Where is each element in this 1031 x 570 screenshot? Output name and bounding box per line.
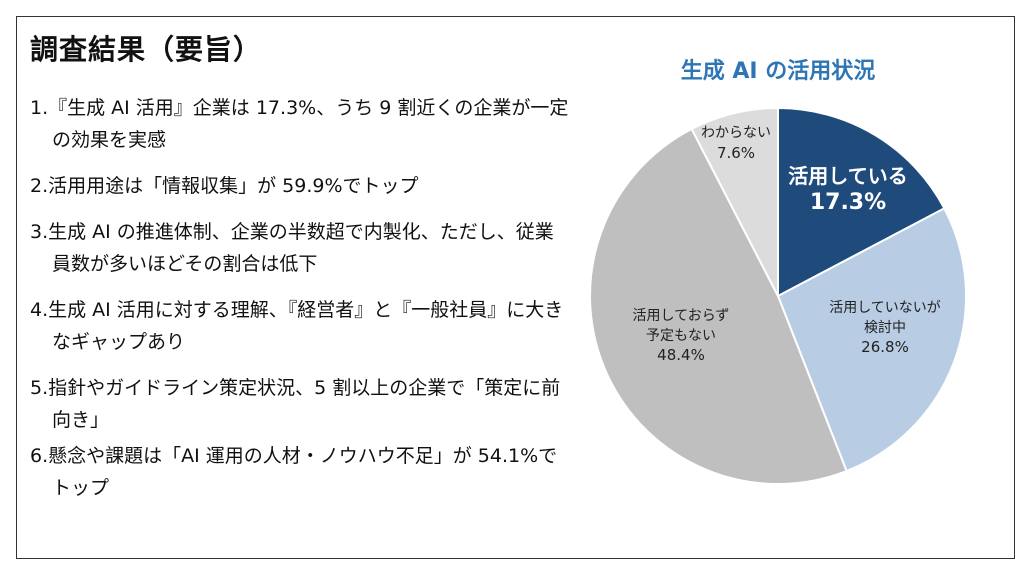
summary-point: 3.生成 AI の推進体制、企業の半数超で内製化、ただし、従業員数が多いほどその… — [30, 221, 554, 275]
slice-value-label: 7.6% — [717, 144, 755, 162]
content-frame — [16, 16, 1015, 559]
slice-value-label: 17.3% — [810, 190, 886, 215]
summary-point: 1.『生成 AI 活用』企業は 17.3%、うち 9 割近くの企業が一定の効果を… — [30, 97, 569, 151]
summary-point: 2.活用用途は「情報収集」が 59.9%でトップ — [30, 175, 419, 197]
summary-heading: 調査結果（要旨） — [30, 33, 263, 66]
slice-label: わからない — [701, 125, 771, 141]
summary-point: 6.懸念や課題は「AI 運用の人材・ノウハウ不足」が 54.1%でトップ — [30, 445, 558, 499]
pie-slice — [589, 127, 848, 485]
slice-value-label: 26.8% — [861, 338, 909, 356]
slice-label: 検討中 — [864, 320, 906, 336]
pie-slice — [777, 106, 946, 298]
slice-value-label: 48.4% — [657, 346, 705, 364]
slice-label: 活用していないが — [829, 300, 941, 316]
slice-label: 予定もない — [646, 328, 716, 344]
pie-slice — [690, 106, 779, 297]
summary-point: 4.生成 AI 活用に対する理解、『経営者』と『一般社員』に大きなギャップあり — [30, 299, 564, 353]
slice-label: 活用している — [788, 164, 907, 188]
chart-title: 生成 AI の活用状況 — [680, 59, 876, 84]
slice-label: 活用しておらず — [633, 308, 730, 324]
pie-slice — [776, 207, 967, 473]
summary-list: 1.『生成 AI 活用』企業は 17.3%、うち 9 割近くの企業が一定の効果を… — [30, 92, 570, 518]
summary-point: 5.指針やガイドライン策定状況、5 割以上の企業で「策定に前向き」 — [30, 377, 561, 431]
